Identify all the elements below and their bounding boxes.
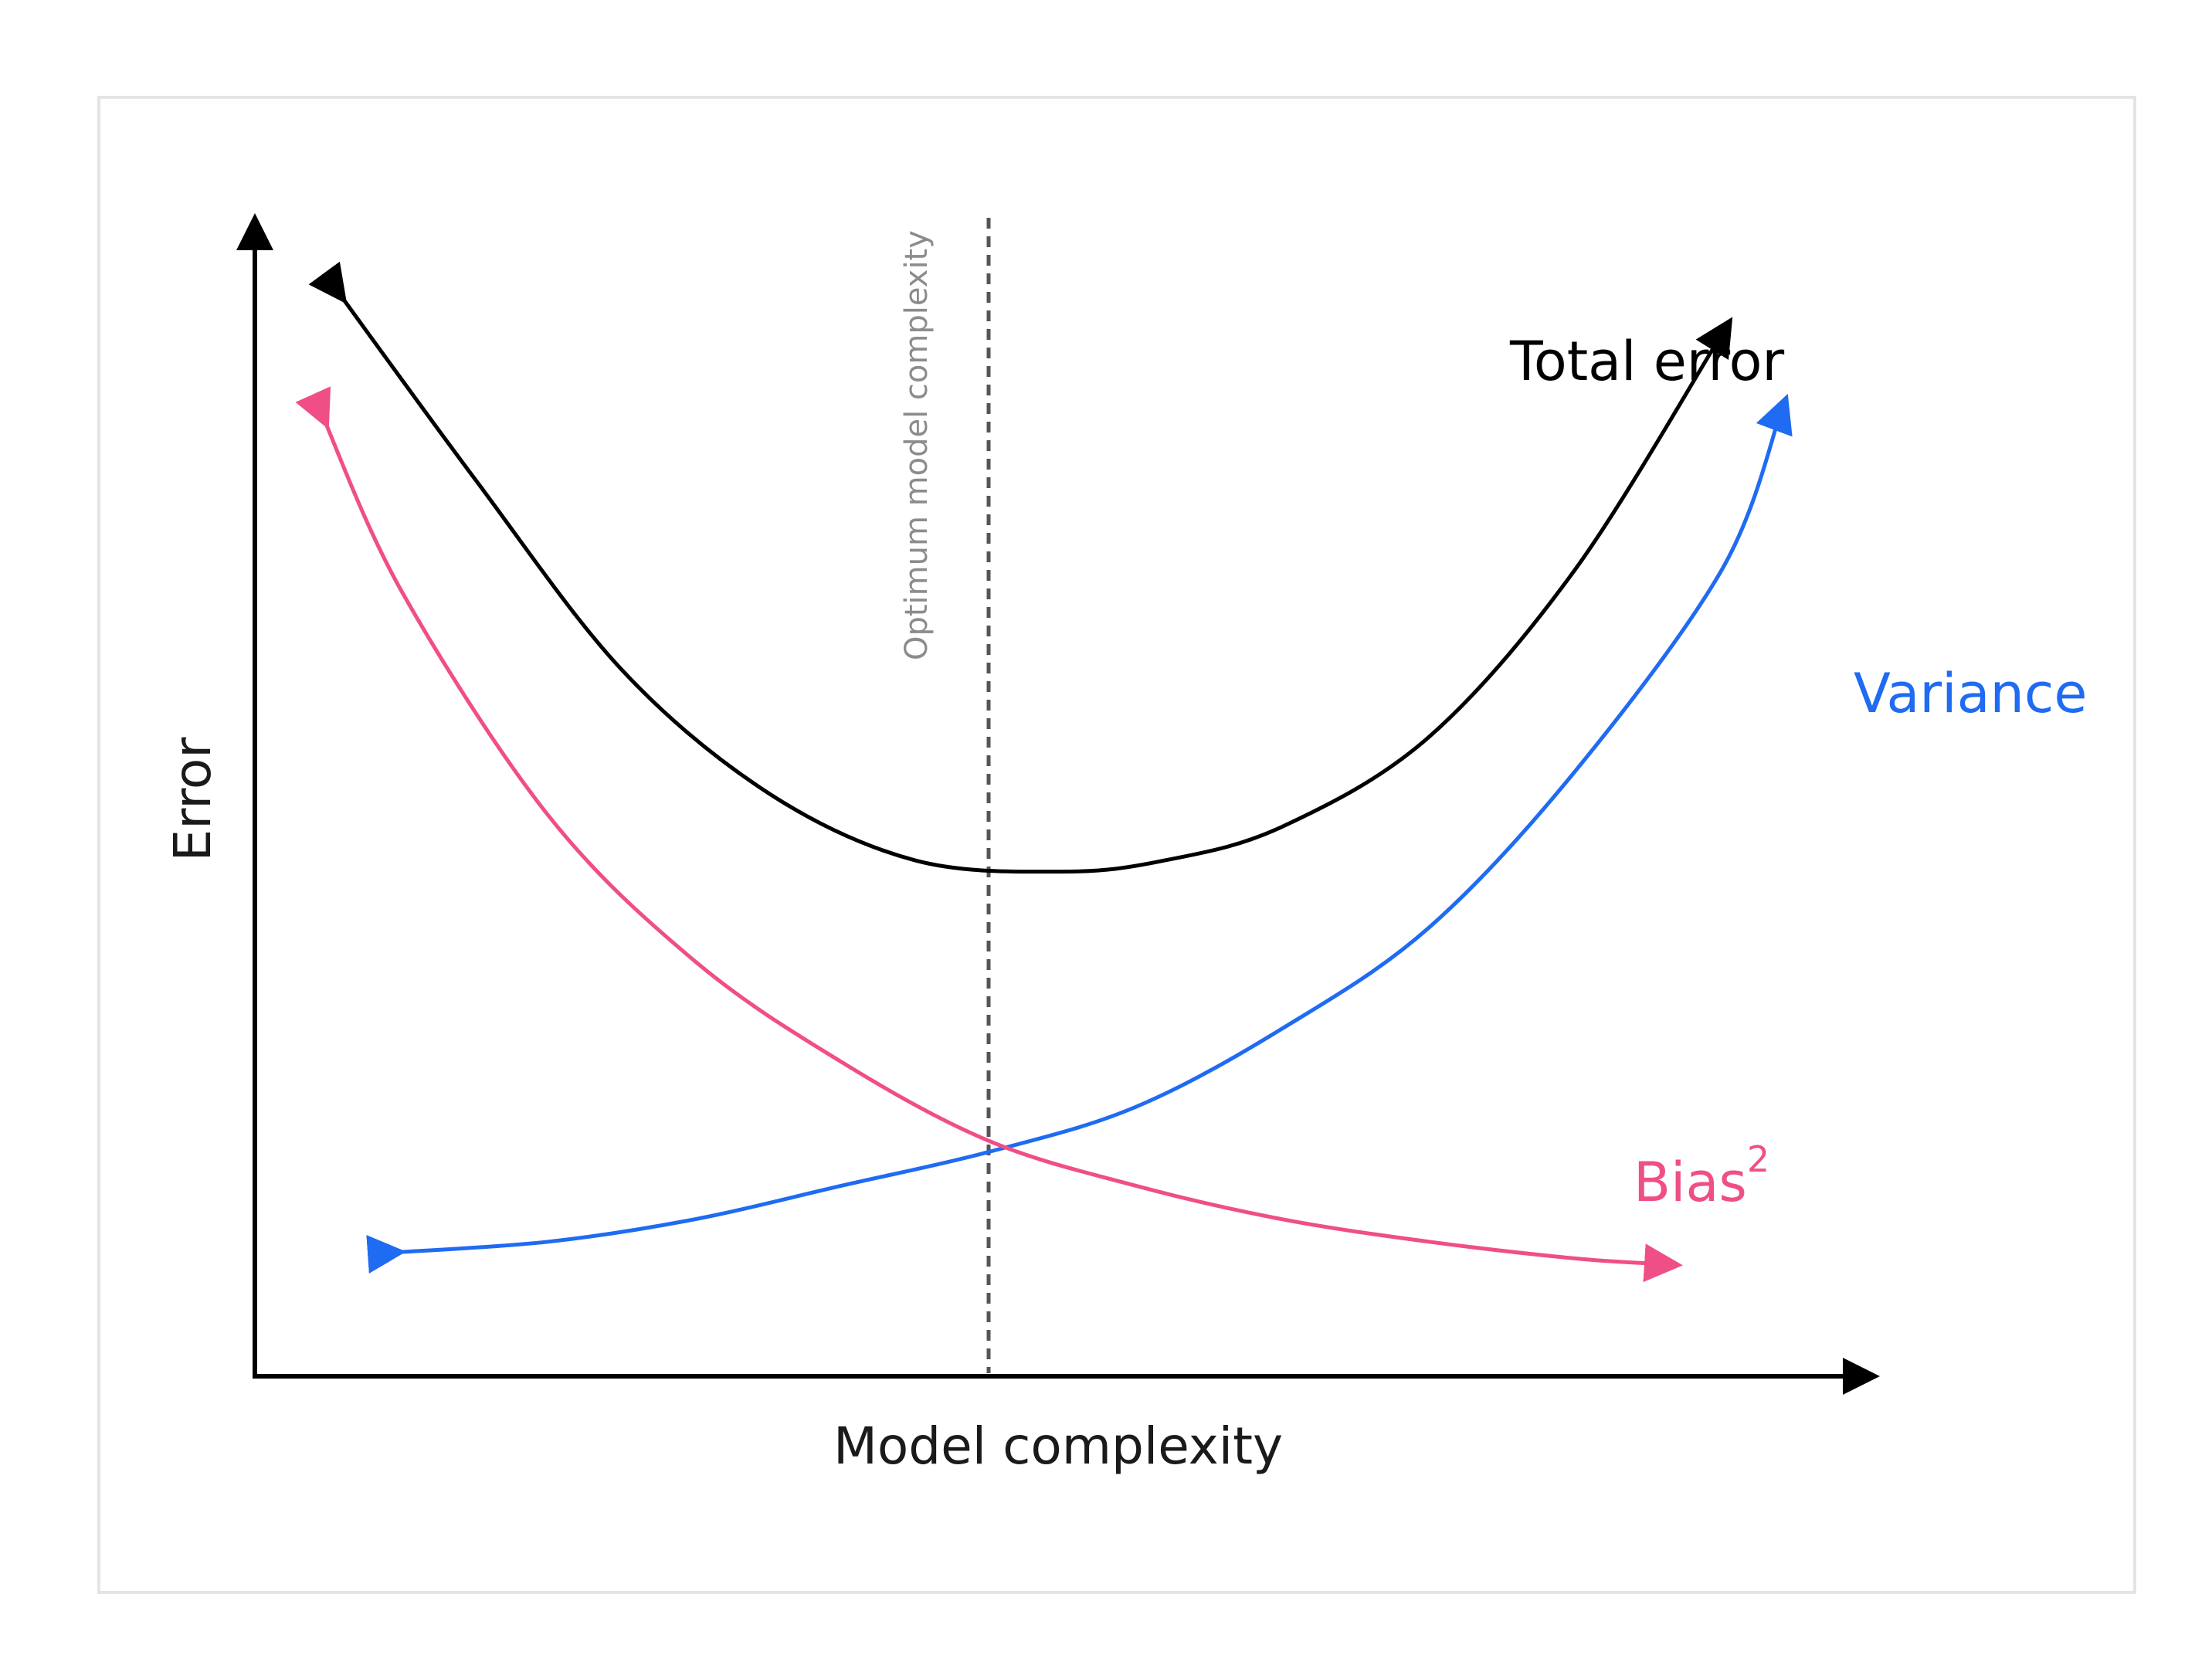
total-error-label: Total error [1509, 330, 1784, 393]
y-axis-label: Error [163, 737, 222, 862]
bias-squared-curve [295, 386, 1683, 1283]
optimum-annotation-label: Optimum model complexity [899, 230, 935, 660]
x-axis-label: Model complexity [833, 1416, 1283, 1476]
bias-label-base: Bias [1634, 1151, 1747, 1214]
variance-label: Variance [1854, 662, 2087, 725]
bias-squared-label: Bias2 [1634, 1138, 1769, 1214]
variance-curve [366, 393, 1793, 1274]
bias-label-superscript: 2 [1747, 1138, 1769, 1180]
